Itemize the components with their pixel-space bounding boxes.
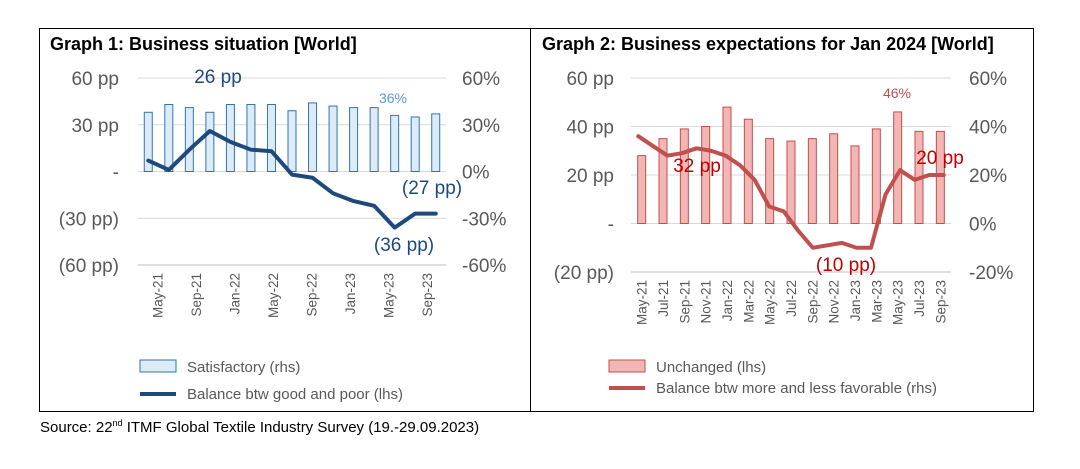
- g1-left-tick-label: (60 pp): [59, 256, 119, 277]
- g2-left-tick-label: 60 pp: [566, 69, 614, 90]
- g2-right-tick-label: 0%: [969, 215, 997, 236]
- g1-bar: [349, 107, 359, 172]
- g1-bar: [369, 107, 379, 172]
- g1-right-tick-label: 60%: [462, 69, 500, 90]
- g1-x-tick-label: Jan-22: [227, 273, 242, 314]
- g2-bar: [722, 106, 732, 224]
- legend-satisfactory-swatch: [139, 359, 177, 373]
- g2-x-tick-label: Sep-23: [933, 280, 948, 324]
- g1-bar: [410, 116, 420, 173]
- g1-annotation: (36 pp): [374, 235, 434, 256]
- g2-annotation: 46%: [883, 85, 911, 101]
- g1-x-tick-label: Jan-23: [343, 273, 358, 314]
- g1-x-tick-label: Sep-23: [420, 273, 435, 317]
- g2-bar: [658, 138, 668, 224]
- g1-balance-line: [146, 128, 438, 230]
- g2-bar: [679, 128, 689, 224]
- g2-bar: [893, 111, 903, 224]
- g2-annotation: (10 pp): [816, 255, 876, 276]
- g2-bar: [935, 130, 945, 225]
- g2-balance-line: [636, 134, 946, 250]
- g2-x-tick-label: Mar-22: [741, 280, 756, 323]
- g2-x-tick-label: Jul-21: [656, 280, 671, 317]
- g1-bar: [287, 110, 297, 172]
- g2-x-tick-label: May-21: [635, 280, 650, 325]
- g1-x-tick-label: May-23: [381, 273, 396, 318]
- graph2-legend: Unchanged (lhs) Balance btw more and les…: [608, 359, 937, 397]
- g1-right-tick-label: -60%: [462, 256, 506, 277]
- g2-bar: [637, 155, 647, 225]
- g2-x-tick-label: Nov-21: [699, 280, 714, 324]
- g1-bar: [328, 105, 338, 172]
- legend-balance-label: Balance btw good and poor (lhs): [187, 386, 403, 403]
- g2-bar: [786, 140, 796, 224]
- source-prefix: Source: 22: [40, 419, 113, 436]
- g2-left-tick-label: (20 pp): [554, 263, 614, 284]
- g2-left-tick-label: 40 pp: [566, 118, 614, 139]
- g2-bar: [701, 126, 711, 224]
- graph2-chart: 60 pp 40 pp 20 pp - (20 pp) 60% 40% 20% 0% -20% Ma…: [554, 69, 1014, 325]
- g1-bar: [164, 103, 174, 172]
- legend-unchanged-label: Unchanged (lhs): [656, 359, 766, 376]
- g1-bar: [431, 113, 441, 172]
- g1-x-tick-label: May-21: [150, 273, 165, 318]
- g1-right-tick-label: -30%: [462, 209, 506, 230]
- g1-bar: [266, 103, 276, 172]
- graph2-title: Graph 2: Business expectations for Jan 2…: [542, 34, 994, 54]
- graph1-legend: Satisfactory (rhs) Balance btw good and …: [139, 359, 403, 403]
- g2-annotation: 32 pp: [673, 156, 721, 177]
- g2-bar: [807, 138, 817, 224]
- g1-left-tick-label: 60 pp: [71, 69, 119, 90]
- g1-annotation: (27 pp): [402, 178, 462, 199]
- legend-satisfactory-label: Satisfactory (rhs): [187, 359, 300, 376]
- g1-bar: [308, 102, 318, 172]
- graph1-chart: 60 pp 30 pp - (30 pp) (60 pp) 60% 30% 0% -30% -60…: [59, 67, 507, 318]
- g2-x-tick-label: Nov-22: [827, 280, 842, 324]
- g2-bar: [871, 128, 881, 224]
- legend-unchanged-swatch: [608, 359, 646, 373]
- g2-x-tick-label: Jul-22: [784, 280, 799, 317]
- source-suffix: ITMF Global Textile Industry Survey (19.…: [123, 419, 480, 436]
- g2-x-tick-label: Sep-22: [805, 280, 820, 324]
- source-superscript: nd: [113, 418, 123, 428]
- g2-x-tick-label: Jul-23: [912, 280, 927, 317]
- g1-bar: [390, 114, 400, 172]
- g1-left-tick-label: 30 pp: [71, 116, 119, 137]
- g2-x-tick-label: May-22: [763, 280, 778, 325]
- g1-bar: [143, 111, 153, 172]
- g2-right-tick-label: 20%: [969, 166, 1007, 187]
- g2-x-tick-label: Sep-21: [677, 280, 692, 324]
- g2-annotation: 20 pp: [916, 148, 964, 169]
- g1-bar: [246, 103, 256, 172]
- g1-annotation: 36%: [379, 90, 407, 106]
- g1-x-tick-label: May-22: [266, 273, 281, 318]
- g2-bar: [850, 145, 860, 224]
- g1-annotation: 26 pp: [194, 67, 242, 88]
- g1-bar: [184, 107, 194, 172]
- g2-right-tick-label: -20%: [969, 263, 1013, 284]
- g1-right-tick-label: 30%: [462, 116, 500, 137]
- g2-x-tick-label: Jan-22: [720, 280, 735, 321]
- g2-left-tick-label: 20 pp: [566, 166, 614, 187]
- g2-x-tick-label: Jan-23: [848, 280, 863, 321]
- source-note: Source: 22nd ITMF Global Textile Industr…: [40, 418, 479, 436]
- graph1-title: Graph 1: Business situation [World]: [50, 34, 357, 54]
- g2-x-tick-label: May-23: [891, 280, 906, 325]
- g1-x-tick-label: Sep-21: [189, 273, 204, 317]
- g1-x-tick-label: Sep-22: [304, 273, 319, 317]
- g2-bar: [829, 133, 839, 224]
- g2-right-tick-label: 60%: [969, 69, 1007, 90]
- g2-left-tick-label: -: [608, 215, 614, 236]
- g2-bar: [765, 138, 775, 224]
- g1-bar: [225, 103, 235, 172]
- legend-balance-favorable-label: Balance btw more and less favorable (rhs…: [656, 380, 937, 397]
- g1-left-tick-label: -: [113, 163, 119, 184]
- g2-right-tick-label: 40%: [969, 118, 1007, 139]
- graph2-panel: [530, 28, 1034, 412]
- g1-right-tick-label: 0%: [462, 163, 490, 184]
- g2-x-tick-label: Mar-23: [869, 280, 884, 323]
- g1-left-tick-label: (30 pp): [59, 209, 119, 230]
- g1-bar: [205, 111, 215, 172]
